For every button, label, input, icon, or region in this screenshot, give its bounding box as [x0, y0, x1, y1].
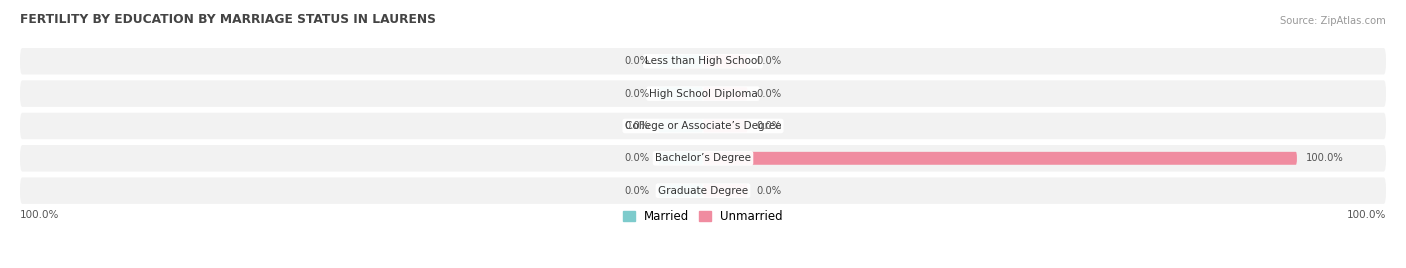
Text: 0.0%: 0.0% — [756, 89, 782, 99]
Text: 0.0%: 0.0% — [624, 56, 650, 66]
FancyBboxPatch shape — [20, 177, 1386, 204]
FancyBboxPatch shape — [658, 87, 703, 100]
FancyBboxPatch shape — [658, 152, 703, 165]
Text: Bachelor’s Degree: Bachelor’s Degree — [655, 153, 751, 163]
Text: 0.0%: 0.0% — [624, 153, 650, 163]
Text: High School Diploma: High School Diploma — [648, 89, 758, 99]
FancyBboxPatch shape — [20, 145, 1386, 172]
FancyBboxPatch shape — [703, 184, 748, 197]
FancyBboxPatch shape — [703, 120, 748, 132]
FancyBboxPatch shape — [20, 48, 1386, 75]
Text: 0.0%: 0.0% — [624, 121, 650, 131]
Legend: Married, Unmarried: Married, Unmarried — [623, 210, 783, 223]
Text: Less than High School: Less than High School — [645, 56, 761, 66]
Text: College or Associate’s Degree: College or Associate’s Degree — [624, 121, 782, 131]
FancyBboxPatch shape — [703, 152, 1296, 165]
Text: 100.0%: 100.0% — [20, 210, 59, 220]
FancyBboxPatch shape — [658, 184, 703, 197]
FancyBboxPatch shape — [703, 55, 748, 68]
Text: 100.0%: 100.0% — [1347, 210, 1386, 220]
FancyBboxPatch shape — [658, 120, 703, 132]
FancyBboxPatch shape — [20, 113, 1386, 139]
Text: 0.0%: 0.0% — [624, 89, 650, 99]
Text: Graduate Degree: Graduate Degree — [658, 186, 748, 196]
Text: 0.0%: 0.0% — [756, 121, 782, 131]
FancyBboxPatch shape — [658, 55, 703, 68]
Text: Source: ZipAtlas.com: Source: ZipAtlas.com — [1281, 16, 1386, 26]
Text: FERTILITY BY EDUCATION BY MARRIAGE STATUS IN LAURENS: FERTILITY BY EDUCATION BY MARRIAGE STATU… — [20, 13, 436, 26]
Text: 100.0%: 100.0% — [1306, 153, 1344, 163]
FancyBboxPatch shape — [703, 87, 748, 100]
Text: 0.0%: 0.0% — [756, 56, 782, 66]
FancyBboxPatch shape — [20, 80, 1386, 107]
Text: 0.0%: 0.0% — [756, 186, 782, 196]
Text: 0.0%: 0.0% — [624, 186, 650, 196]
